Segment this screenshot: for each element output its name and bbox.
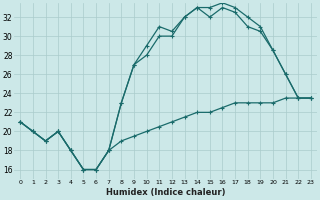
X-axis label: Humidex (Indice chaleur): Humidex (Indice chaleur) [106,188,225,197]
